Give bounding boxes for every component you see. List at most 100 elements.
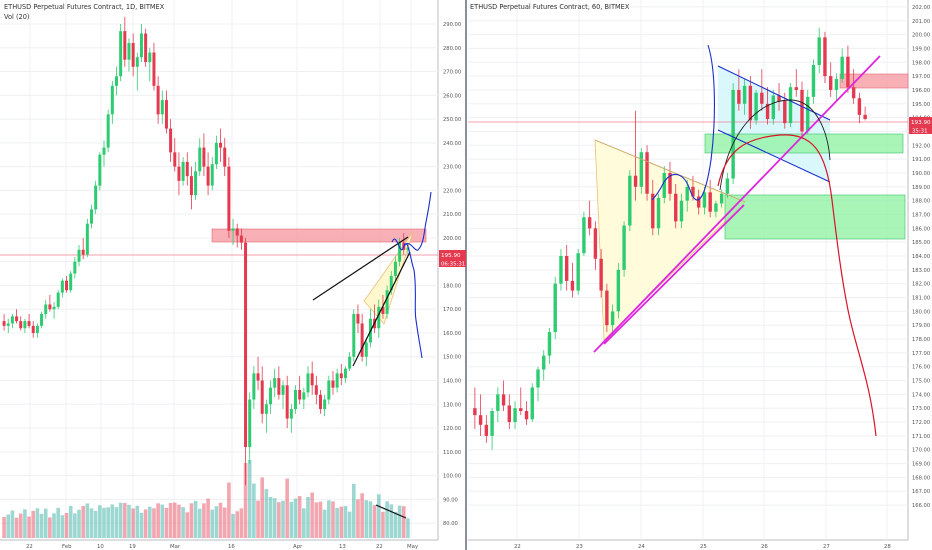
right-candle-body [828, 76, 833, 90]
right-y-tick-label: 171.00 [912, 434, 930, 440]
left-candle-body [160, 100, 164, 115]
left-candle-body [2, 321, 6, 326]
right-resistance-zone[interactable] [839, 73, 909, 89]
left-volume-bar [339, 506, 344, 538]
right-triangle-upper-trendline[interactable] [594, 139, 746, 203]
left-y-tick-label: 140.00 [443, 379, 461, 385]
right-candle-body [536, 369, 540, 388]
right-candle-body [496, 394, 500, 411]
left-candle-body [152, 52, 156, 86]
right-y-tick-label: 201.00 [912, 19, 930, 25]
right-channel-upper-line[interactable] [717, 65, 831, 121]
left-candle-body [106, 114, 110, 148]
right-ascending-trendline-a[interactable] [593, 55, 881, 353]
right-candle-body [846, 56, 850, 88]
left-volume-bar [239, 508, 244, 538]
left-countdown-tag-bg [439, 259, 466, 267]
right-y-tick-label: 192.00 [912, 143, 930, 149]
left-volume-trendline[interactable] [375, 504, 407, 519]
left-candle-body [244, 242, 248, 448]
left-candle-body [214, 142, 218, 165]
left-candle-body [181, 161, 185, 181]
right-candle-body [645, 152, 649, 194]
right-y-tick-label: 176.00 [912, 365, 930, 371]
left-wedge-lower-trendline[interactable] [352, 251, 411, 367]
left-candle-body [169, 128, 173, 153]
left-candle-body [202, 147, 206, 167]
left-wedge-upper-trendline[interactable] [312, 236, 409, 301]
left-price-tag-bg [439, 250, 466, 259]
right-candle-body [542, 355, 546, 370]
right-projected-path-red[interactable] [717, 134, 877, 437]
left-candle-body [177, 166, 181, 181]
left-candle-body [281, 385, 285, 395]
left-candle-body [10, 316, 14, 324]
right-candle-body [605, 290, 609, 326]
left-volume-bar [281, 500, 285, 538]
right-candle-body [484, 424, 489, 436]
left-x-tick-label: 13 [339, 544, 346, 550]
left-volume-bar [289, 501, 294, 538]
right-candle-body [651, 193, 655, 229]
left-volume-bar [277, 502, 281, 538]
left-candle-body [356, 313, 360, 324]
left-candle-body [98, 154, 102, 186]
right-candle-body [685, 186, 689, 201]
right-y-tick-label: 180.00 [912, 309, 930, 315]
right-y-tick-label: 169.00 [912, 462, 930, 468]
right-candle-body [679, 200, 684, 222]
left-candle-body [343, 368, 347, 379]
left-candle-body [381, 306, 385, 314]
right-candle-body [628, 175, 632, 226]
right-y-tick-label: 175.00 [912, 379, 930, 385]
right-support-zone-lower[interactable] [724, 194, 906, 240]
left-candle-body [339, 373, 343, 379]
left-resistance-zone[interactable] [211, 228, 427, 243]
left-projected-path-up[interactable] [403, 191, 432, 251]
left-candle-body [40, 313, 44, 326]
left-candle-body [156, 85, 160, 115]
left-candle-body [31, 325, 35, 333]
left-volume-bar [231, 513, 235, 538]
left-volume-bar [52, 513, 56, 538]
axis-labels: 290.00 280.00 270.00 260.00 250.00 240.00 230.… [26, 5, 930, 550]
right-y-tick-label: 189.00 [912, 185, 930, 191]
left-candle-body [406, 247, 410, 250]
right-y-tick-label: 195.00 [912, 102, 930, 108]
right-channel-lower-line[interactable] [717, 129, 831, 183]
left-volume-bar [93, 510, 98, 538]
right-candle-body [501, 394, 506, 406]
left-y-tick-label: 230.00 [443, 165, 461, 171]
right-candle-body [559, 256, 563, 284]
left-candle-body [48, 304, 52, 310]
right-y-tick-label: 168.00 [912, 475, 930, 481]
left-volume-bar [206, 498, 210, 538]
left-candle-body [310, 373, 314, 386]
left-volume-bar [147, 506, 152, 538]
left-candle-body [227, 166, 231, 231]
right-y-tick-label: 178.00 [912, 337, 930, 343]
right-ascending-trendline-b[interactable] [603, 204, 745, 345]
left-candle-body [131, 43, 135, 67]
left-volume-bar [293, 498, 298, 538]
right-candle-body [564, 256, 569, 281]
right-y-tick-label: 183.00 [912, 268, 930, 274]
left-volume-bar [256, 500, 260, 538]
left-y-tick-label: 150.00 [443, 355, 461, 361]
left-candle-body [6, 323, 10, 326]
left-candle-body [248, 399, 252, 448]
left-volume-bar [264, 489, 269, 538]
right-projected-path-blue-arc[interactable] [719, 99, 831, 191]
right-candle-body [633, 175, 638, 187]
left-candle-body [219, 142, 223, 148]
left-volume-bar [68, 505, 73, 538]
left-y-tick-label: 280.00 [443, 46, 461, 52]
right-y-tick-label: 173.00 [912, 406, 930, 412]
right-projected-path-blue[interactable] [651, 44, 715, 201]
left-volume-bar [318, 501, 323, 538]
left-projected-path-down[interactable] [391, 238, 423, 359]
left-candle-body [223, 147, 227, 167]
right-candle-body [742, 85, 747, 104]
left-volume-bar [214, 506, 219, 538]
left-candle-body [189, 176, 193, 196]
